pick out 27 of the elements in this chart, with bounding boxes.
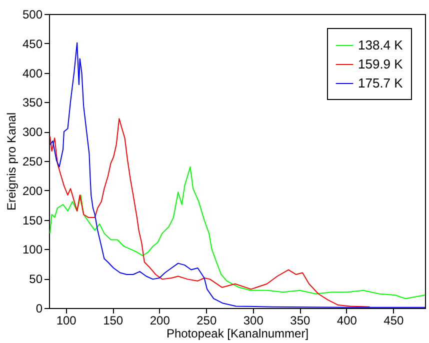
legend-label: 175.7 K (358, 76, 404, 90)
y-tick-label: 500 (22, 8, 43, 22)
line-series (49, 42, 425, 308)
x-axis-title: Photopeak [Kanalnummer] (166, 326, 309, 340)
y-tick-label: 300 (22, 125, 43, 140)
x-tick-label: 100 (56, 314, 77, 328)
y-tick-label: 0 (36, 302, 43, 316)
x-tick-label: 250 (196, 314, 217, 328)
x-tick-label: 450 (384, 314, 404, 328)
y-tick-label: 200 (22, 184, 43, 198)
line-series (49, 166, 425, 300)
legend-label: 138.4 K (358, 38, 404, 52)
y-tick-label: 450 (22, 36, 43, 51)
y-tick-label: 100 (22, 242, 43, 257)
legend-label: 159.9 K (358, 56, 404, 72)
x-tick-label: 200 (150, 314, 170, 328)
x-tick-label: 350 (290, 314, 310, 328)
y-tick-label: 350 (22, 96, 43, 110)
y-tick-label: 400 (22, 66, 43, 80)
y-tick-label: 250 (22, 154, 43, 168)
line-series (49, 118, 370, 308)
y-axis-title: Ereignis pro Kanal (4, 112, 18, 211)
x-tick-label: 300 (243, 314, 264, 328)
y-tick-label: 150 (22, 213, 43, 228)
x-tick-label: 400 (336, 314, 358, 328)
y-tick-label: 50 (29, 272, 43, 286)
x-tick-label: 150 (103, 314, 124, 328)
